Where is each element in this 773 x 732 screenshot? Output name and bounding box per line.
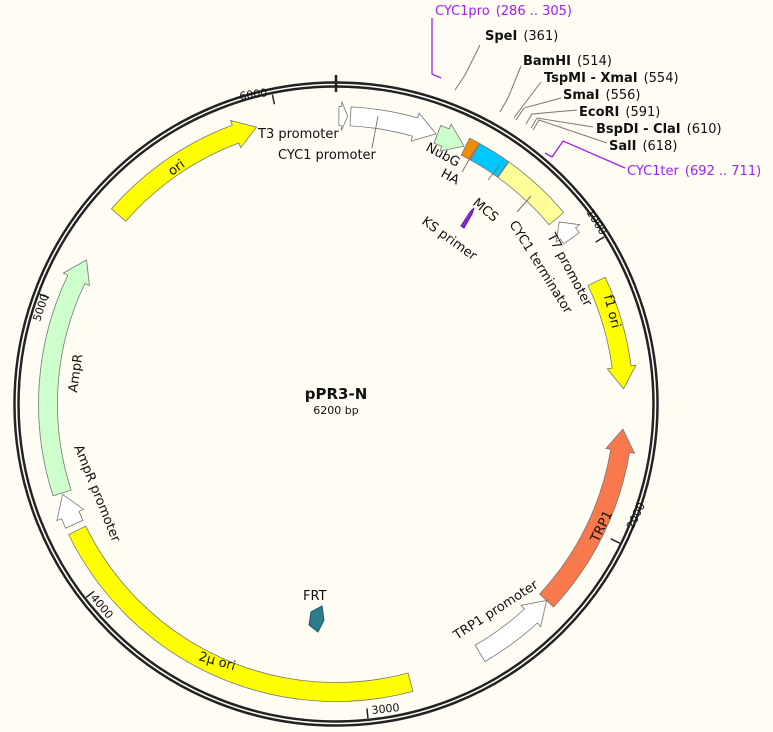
tick-label-1000: 1000 — [583, 207, 609, 238]
tick-label-3000: 3000 — [371, 701, 400, 717]
tick-label-2000: 2000 — [624, 500, 648, 531]
feature-ha[interactable] — [460, 137, 480, 161]
features — [38, 101, 637, 702]
label-ampr: AmpR — [66, 353, 86, 394]
feature-mcs[interactable] — [470, 143, 509, 178]
tick-mark-1000 — [595, 236, 605, 243]
tick-mark-4000 — [85, 590, 95, 599]
feature-f1-ori[interactable] — [587, 276, 637, 390]
label-cyc1-promoter: CYC1 promoter — [278, 148, 377, 163]
feature-ori[interactable] — [110, 119, 258, 222]
site-smai[interactable]: SmaI (556) — [563, 88, 641, 103]
tick-label-6000: 6000 — [239, 86, 269, 103]
tick-mark-6000 — [271, 94, 276, 105]
feature-nubg[interactable] — [433, 123, 465, 152]
site-bspdi-clai[interactable]: BspDI - ClaI (610) — [596, 122, 722, 137]
feature-ampr-promoter[interactable] — [56, 493, 85, 529]
site-sali[interactable]: SalI (618) — [609, 139, 677, 154]
feature-t3-promoter[interactable] — [338, 101, 349, 131]
tick-mark-3000 — [366, 708, 369, 719]
label-mcs: MCS — [469, 196, 501, 226]
label-ha: HA — [438, 166, 462, 188]
site-spei[interactable]: SpeI (361) — [485, 29, 558, 44]
label-t3-promoter: T3 promoter — [257, 127, 339, 142]
plasmid-size: 6200 bp — [313, 404, 358, 417]
feature-cyc1-promoter[interactable] — [349, 106, 437, 142]
label-frt: FRT — [303, 589, 327, 604]
plasmid-backbone — [13, 75, 659, 727]
label-ks-primer: KS primer — [419, 214, 480, 264]
feature-trp1[interactable] — [539, 428, 636, 608]
site-bamhi[interactable]: BamHI (514) — [523, 54, 612, 69]
tick-mark-2000 — [610, 538, 621, 544]
feature-2mu-ori[interactable] — [68, 525, 414, 702]
ks-primer-arrow[interactable] — [460, 207, 475, 229]
feature-cyc1-terminator[interactable] — [497, 161, 565, 226]
tick-mark-5000 — [39, 293, 50, 299]
feature-ampr[interactable] — [38, 259, 90, 497]
feature-t7-promoter[interactable] — [555, 221, 581, 245]
tick-marks — [39, 94, 621, 719]
site-ecori[interactable]: EcoRI (591) — [579, 105, 660, 120]
frt-arrow[interactable] — [308, 605, 325, 633]
feature-trp1-promoter[interactable] — [474, 599, 548, 663]
plasmid-name: pPR3-N — [305, 385, 368, 403]
primer-site-cyc1ter[interactable]: CYC1ter (692 .. 711) — [627, 164, 761, 179]
restriction-sites: SpeI (361) BamHI (514) TspMI - XmaI (554) S… — [454, 29, 722, 154]
primer-site-cyc1pro[interactable]: CYC1pro (286 .. 305) — [435, 4, 572, 19]
site-tspmi-xmai[interactable]: TspMI - XmaI (554) — [544, 71, 679, 86]
